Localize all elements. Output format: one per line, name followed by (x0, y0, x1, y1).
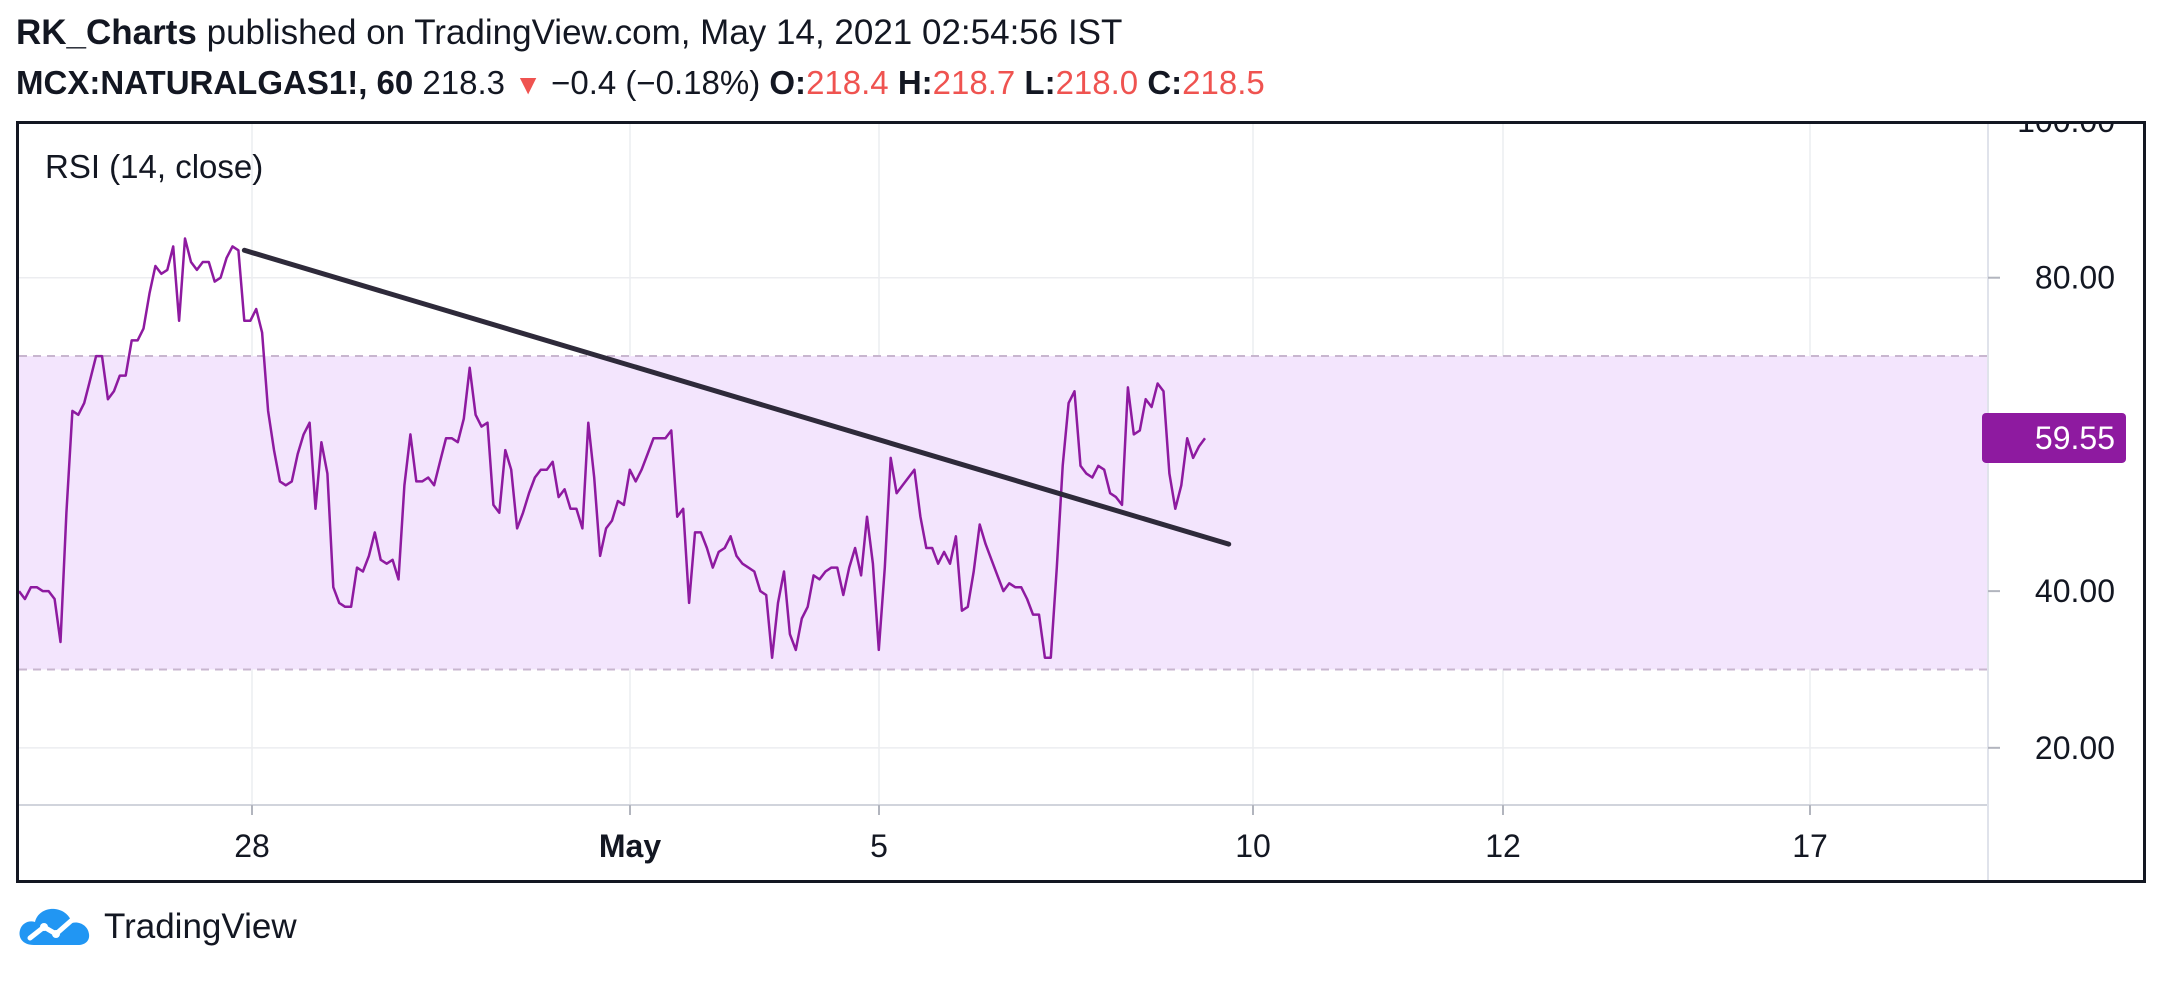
high-value: 218.7 (932, 64, 1016, 101)
tradingview-logo[interactable]: TradingView (16, 905, 297, 949)
published-text: published on TradingView.com, May 14, 20… (206, 13, 1123, 52)
high-label: H: (897, 64, 933, 101)
tradingview-cloud-icon (19, 908, 90, 945)
rsi-band (19, 356, 1988, 670)
y-tick-label: 80.00 (2035, 260, 2115, 296)
x-tick-label: 10 (1235, 828, 1271, 864)
low-label: L: (1024, 64, 1056, 101)
rsi-chart-svg[interactable]: 20.00 40.00 80.00 100.00 28 May 5 10 12 17 59.55 (19, 124, 2143, 880)
x-tick-label: 12 (1485, 828, 1521, 864)
last-price: 218.3 (422, 64, 506, 101)
y-tick-label: 20.00 (2035, 730, 2115, 766)
brand-name: TradingView (104, 907, 297, 946)
close-label: C: (1147, 64, 1183, 101)
open-value: 218.4 (806, 64, 889, 101)
x-tick-label: 17 (1792, 828, 1828, 864)
price-change: −0.4 (−0.18%) (551, 64, 761, 101)
low-value: 218.0 (1055, 64, 1139, 101)
rsi-line (19, 237, 1207, 659)
symbol-name[interactable]: MCX:NATURALGAS1!, 60 (16, 64, 414, 101)
rsi-chart[interactable]: 20.00 40.00 80.00 100.00 28 May 5 10 12 17 59.55 R… (16, 121, 2146, 883)
x-tick-label: May (599, 828, 661, 864)
author-name[interactable]: RK_Charts (16, 13, 197, 52)
indicator-label[interactable]: RSI (14, close) (45, 148, 264, 185)
open-label: O: (769, 64, 807, 101)
y-tick-label: 100.00 (2017, 124, 2115, 139)
publish-info: RK_Charts published on TradingView.com, … (16, 8, 1122, 58)
current-value-label: 59.55 (2035, 420, 2115, 456)
symbol-info: MCX:NATURALGAS1!, 60 218.3 ▼ −0.4 (−0.18… (16, 58, 1265, 110)
x-tick-label: 28 (234, 828, 270, 864)
trendline (241, 247, 1232, 547)
current-value-badge (1982, 412, 2126, 463)
y-tick-label: 40.00 (2035, 573, 2115, 609)
close-value: 218.5 (1182, 64, 1265, 101)
x-tick-label: 5 (870, 828, 888, 864)
down-arrow-icon: ▼ (514, 69, 542, 100)
